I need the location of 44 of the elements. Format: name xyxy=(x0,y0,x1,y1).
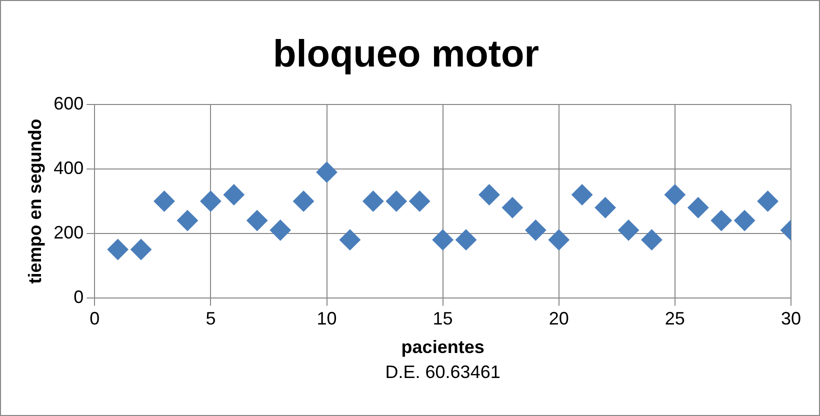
chart-title: bloqueo motor xyxy=(273,33,540,76)
point xyxy=(316,162,338,183)
point xyxy=(107,239,128,260)
point xyxy=(223,184,244,206)
x-tick-label: 5 xyxy=(206,308,216,329)
x-tick-label: 15 xyxy=(432,308,453,329)
point xyxy=(618,220,640,241)
point xyxy=(572,184,593,206)
x-tick-label: 25 xyxy=(664,308,685,329)
x-tick-label: 30 xyxy=(780,308,802,329)
point xyxy=(641,229,662,250)
point xyxy=(525,220,546,241)
point xyxy=(339,229,360,250)
y-tick-label: 600 xyxy=(54,94,84,114)
point xyxy=(270,220,291,241)
point xyxy=(456,229,477,250)
point xyxy=(432,229,454,250)
point xyxy=(548,229,570,250)
point xyxy=(176,210,198,232)
point xyxy=(200,190,222,212)
x-tick-label: 20 xyxy=(548,308,569,329)
point xyxy=(734,210,756,232)
point xyxy=(478,184,500,206)
point xyxy=(293,190,314,212)
y-tick-label: 400 xyxy=(54,158,84,178)
x-axis-title: pacientes xyxy=(401,337,484,358)
point xyxy=(688,197,709,218)
x-tick-label: 10 xyxy=(316,308,337,329)
point xyxy=(594,197,616,218)
point xyxy=(386,190,407,212)
y-axis-title: tiempo en segundo xyxy=(24,118,45,284)
point xyxy=(246,210,268,232)
point xyxy=(664,184,686,206)
point xyxy=(130,239,152,260)
point xyxy=(154,190,175,212)
point xyxy=(757,190,778,212)
point xyxy=(362,190,384,212)
x-tick-label: 0 xyxy=(90,308,100,329)
point xyxy=(409,190,430,212)
y-tick-label: 0 xyxy=(74,286,84,307)
point xyxy=(710,210,732,232)
point xyxy=(502,197,523,218)
y-tick-label: 200 xyxy=(54,222,84,242)
text: D.E. 60.63461 xyxy=(385,362,500,382)
